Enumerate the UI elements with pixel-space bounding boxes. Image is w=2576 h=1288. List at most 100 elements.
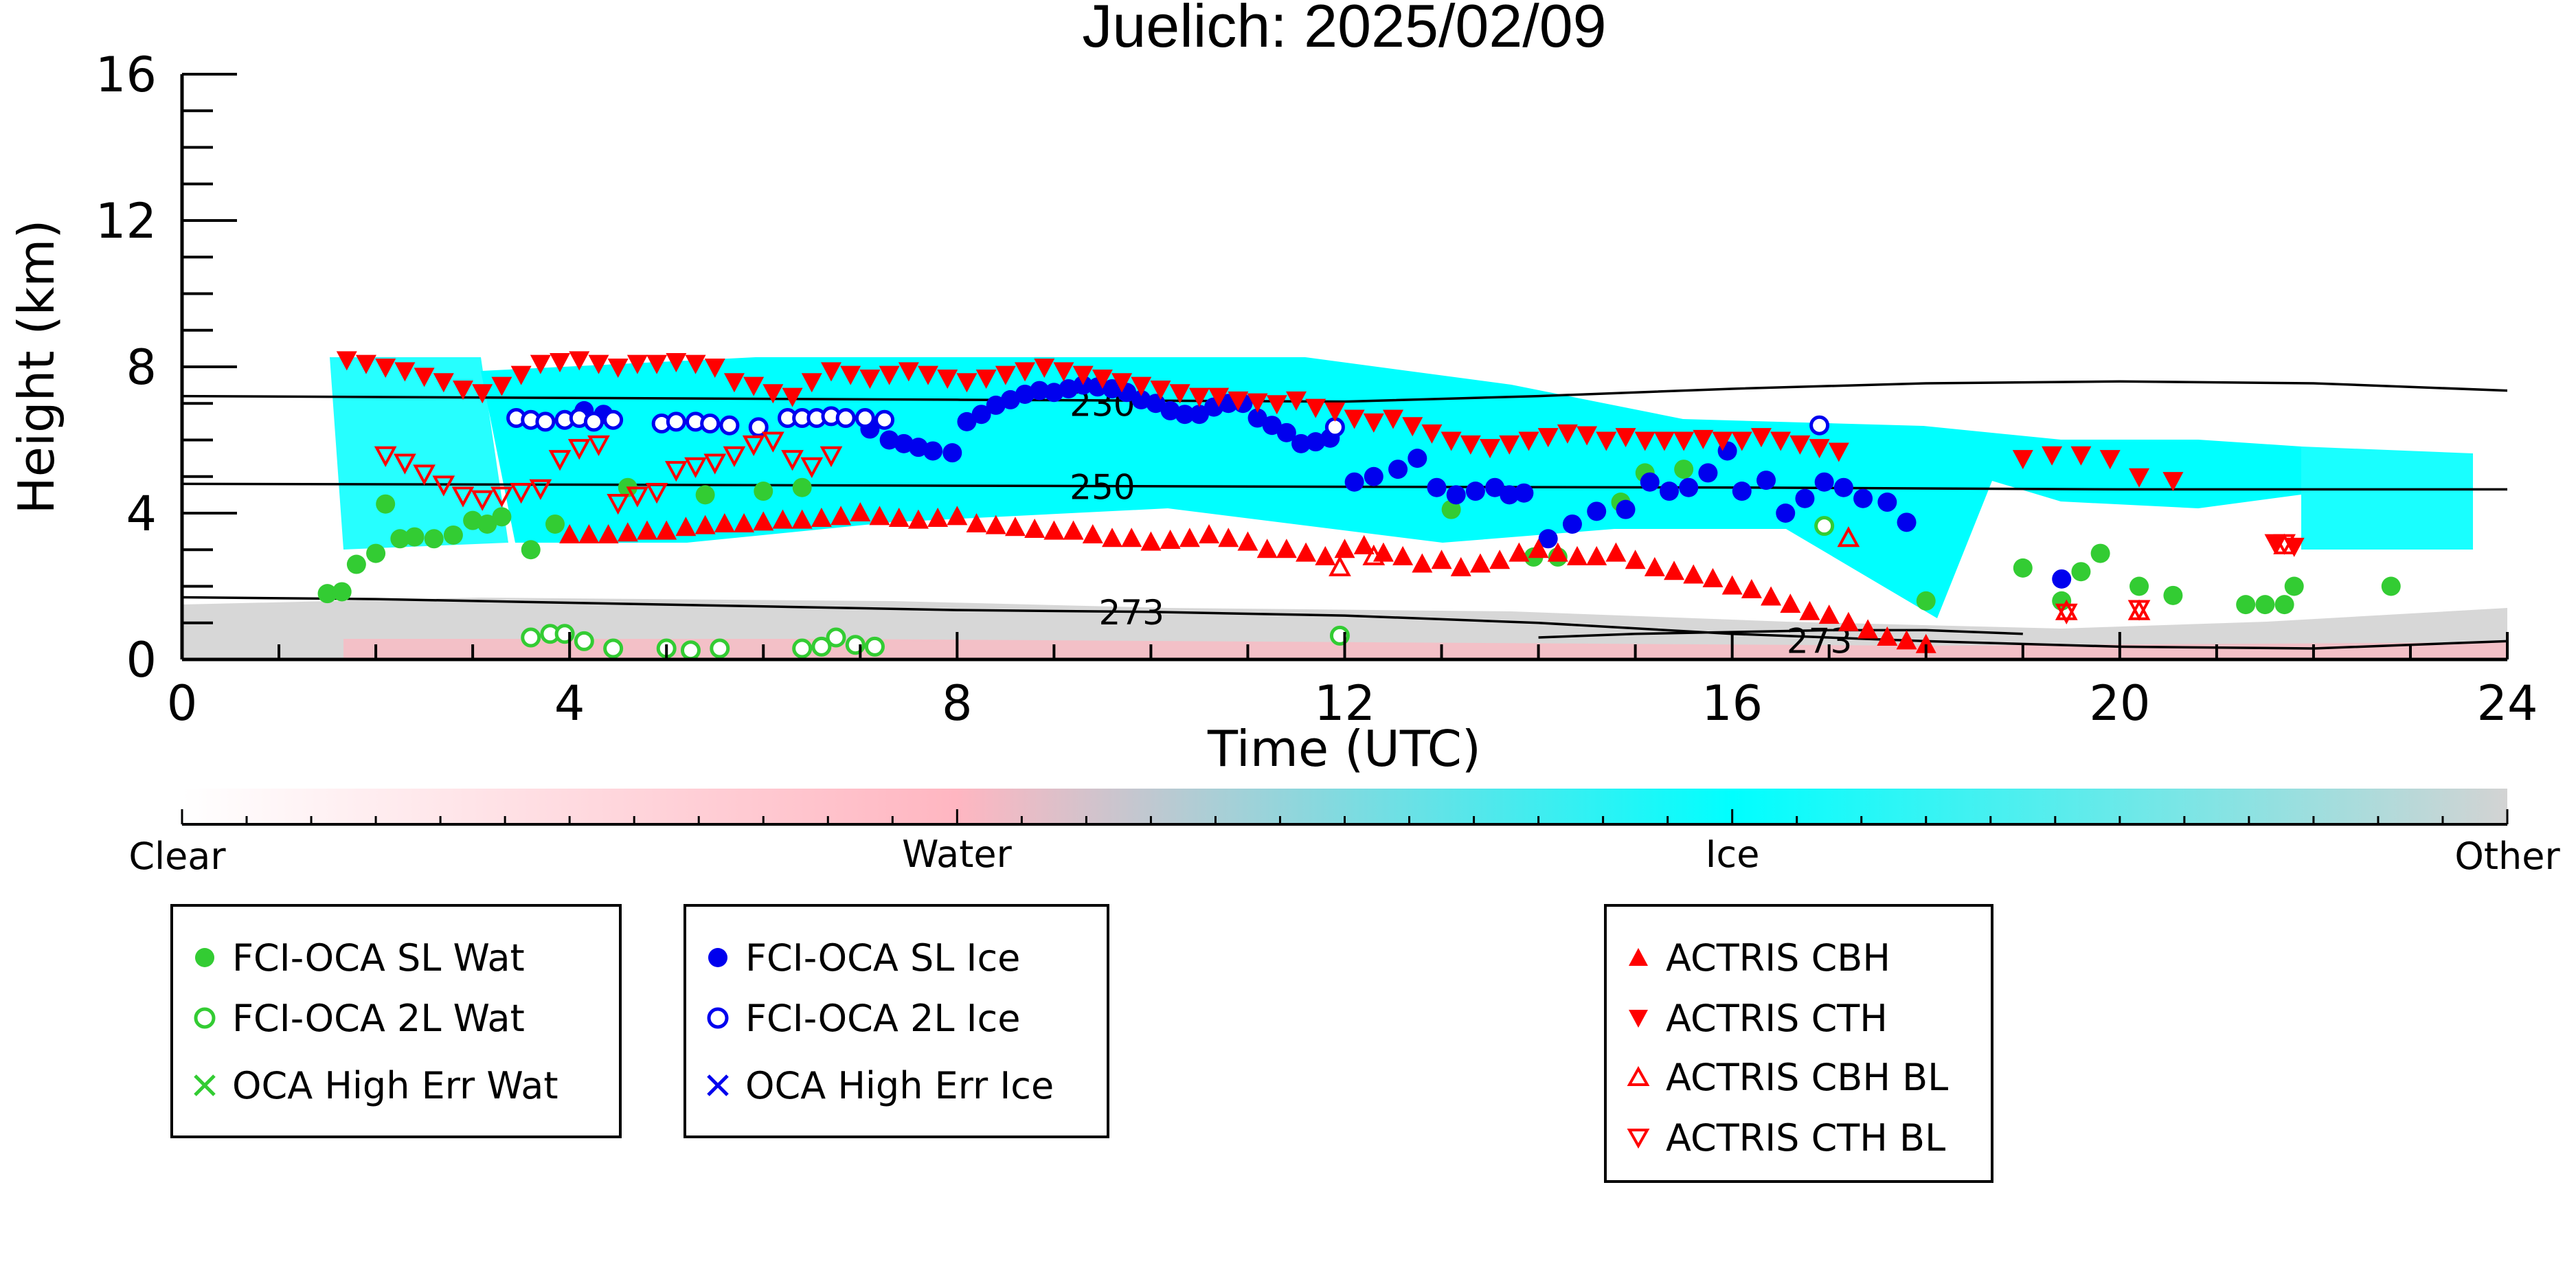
data-point (1877, 626, 1898, 646)
legend-item: ACTRIS CBH (1622, 934, 1890, 982)
data-point (375, 359, 396, 378)
data-point (1731, 431, 1752, 451)
isotherm-label: 273 (1098, 593, 1164, 633)
legend-label: FCI-OCA SL Ice (745, 936, 1021, 980)
data-point (569, 351, 590, 371)
data-point (1721, 575, 1743, 595)
data-point (2284, 576, 2304, 596)
data-point (1291, 433, 1311, 453)
data-point (835, 408, 856, 429)
x-tick-label: 8 (942, 675, 973, 732)
data-point (1877, 493, 1897, 512)
data-point (463, 510, 483, 530)
data-point (1363, 413, 1384, 433)
data-point (2090, 543, 2110, 563)
data-point (995, 365, 1016, 385)
legend-item: OCA High Err Ice (701, 1061, 1054, 1109)
data-point (1388, 460, 1408, 479)
data-point (742, 435, 765, 457)
data-point (820, 446, 843, 467)
data-point (1625, 550, 1646, 569)
x-icon (194, 1074, 216, 1096)
data-point (1276, 422, 1296, 442)
data-point (1131, 389, 1151, 409)
data-point (587, 435, 610, 457)
data-point (879, 430, 899, 450)
data-point (714, 512, 735, 532)
data-point (762, 384, 784, 404)
data-point (684, 457, 707, 478)
data-point (907, 509, 929, 529)
data-point (710, 638, 730, 659)
data-point (1567, 545, 1588, 565)
data-point (761, 431, 784, 453)
data-point (1160, 400, 1180, 420)
legend-water: FCI-OCA SL Wat FCI-OCA 2L Wat OCA High E… (170, 904, 622, 1138)
data-point (754, 482, 773, 501)
data-point (1693, 429, 1714, 449)
data-point (859, 369, 881, 389)
data-point (2013, 558, 2033, 578)
data-point (1315, 545, 1336, 565)
data-point (603, 638, 624, 659)
data-point (1615, 428, 1636, 448)
data-point (1306, 432, 1326, 452)
data-point (1833, 477, 1853, 497)
y-tick-label: 4 (126, 486, 157, 542)
data-point (559, 523, 580, 543)
data-point (1266, 395, 1287, 415)
curtain-water-layer (343, 639, 2507, 659)
data-point (695, 485, 715, 505)
data-point (1402, 417, 1423, 437)
data-point (723, 446, 746, 467)
data-point (1756, 471, 1776, 490)
data-point (942, 443, 962, 463)
data-point (548, 450, 572, 471)
data-markers (317, 351, 2401, 659)
data-point (700, 414, 721, 434)
data-point (626, 354, 648, 374)
data-point (1509, 542, 1530, 562)
data-point (956, 373, 978, 393)
data-point (1499, 435, 1520, 455)
y-tick-label: 16 (95, 47, 157, 103)
data-point (1276, 539, 1297, 558)
data-point (491, 376, 512, 396)
data-point (1616, 499, 1636, 519)
legend-item: FCI-OCA SL Ice (701, 934, 1020, 982)
legend-label: ACTRIS CTH (1666, 996, 1888, 1040)
data-point (2055, 603, 2078, 624)
legend-item: ACTRIS CTH BL (1622, 1114, 1945, 1162)
data-point (588, 354, 609, 374)
data-point (685, 354, 706, 374)
data-point (376, 494, 396, 514)
data-point (781, 450, 804, 471)
data-point (1324, 402, 1346, 422)
data-point (603, 409, 624, 430)
data-point (1228, 391, 1249, 411)
data-point (1364, 466, 1383, 486)
data-point (2042, 446, 2063, 466)
data-point (510, 365, 532, 385)
data-point (490, 486, 513, 508)
data-point (703, 453, 727, 475)
data-point (578, 523, 600, 543)
legend-actris: ACTRIS CBH ACTRIS CTH ACTRIS CBH BL ACTR… (1604, 904, 1993, 1183)
triangle-down-open-icon (1627, 1129, 1650, 1149)
data-point (850, 502, 871, 521)
data-point (2099, 450, 2121, 470)
data-point (1082, 523, 1103, 543)
data-point (1440, 431, 1462, 451)
data-point (374, 446, 397, 467)
data-point (811, 636, 832, 657)
data-point (1818, 605, 1840, 624)
data-point (1640, 472, 1660, 492)
data-point (782, 387, 803, 407)
colorbar-label-clear: Clear (128, 835, 226, 878)
data-point (1412, 553, 1433, 573)
x-tick-label: 24 (2476, 675, 2538, 732)
data-point (492, 507, 512, 527)
data-point (1015, 384, 1035, 404)
data-point (791, 509, 813, 529)
